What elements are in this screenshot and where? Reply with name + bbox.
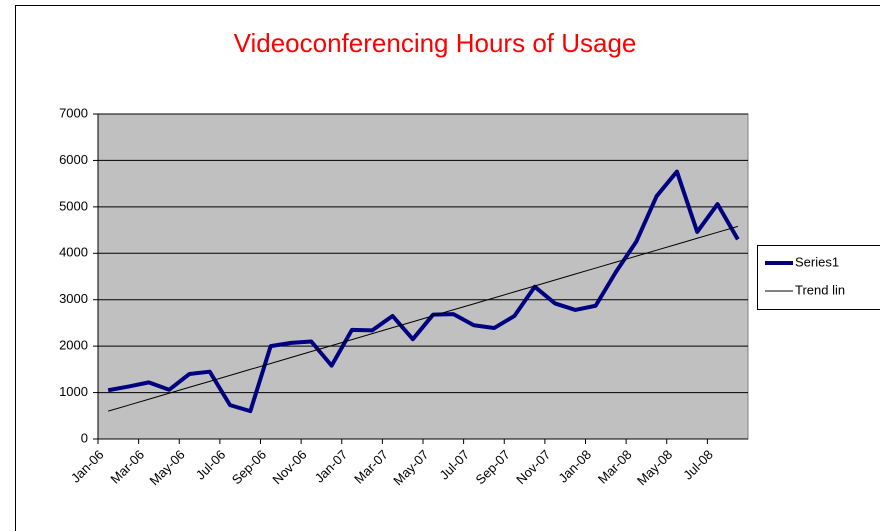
y-tick-label: 3000 <box>59 291 88 306</box>
y-tick-label: 5000 <box>59 198 88 213</box>
legend-label: Series1 <box>795 254 839 269</box>
y-tick-label: 4000 <box>59 245 88 260</box>
series-line <box>108 225 738 412</box>
y-tick-label: 2000 <box>59 338 88 353</box>
legend-box <box>757 245 880 310</box>
y-tick-label: 1000 <box>59 384 88 399</box>
legend-label: Trend lin <box>795 282 845 297</box>
series-line <box>107 169 740 414</box>
plot-area <box>97 113 749 440</box>
y-tick-label: 7000 <box>59 105 88 120</box>
chart-title: Videoconferencing Hours of Usage <box>234 28 637 58</box>
y-tick-label: 0 <box>81 430 88 445</box>
y-tick-label: 6000 <box>59 152 88 167</box>
